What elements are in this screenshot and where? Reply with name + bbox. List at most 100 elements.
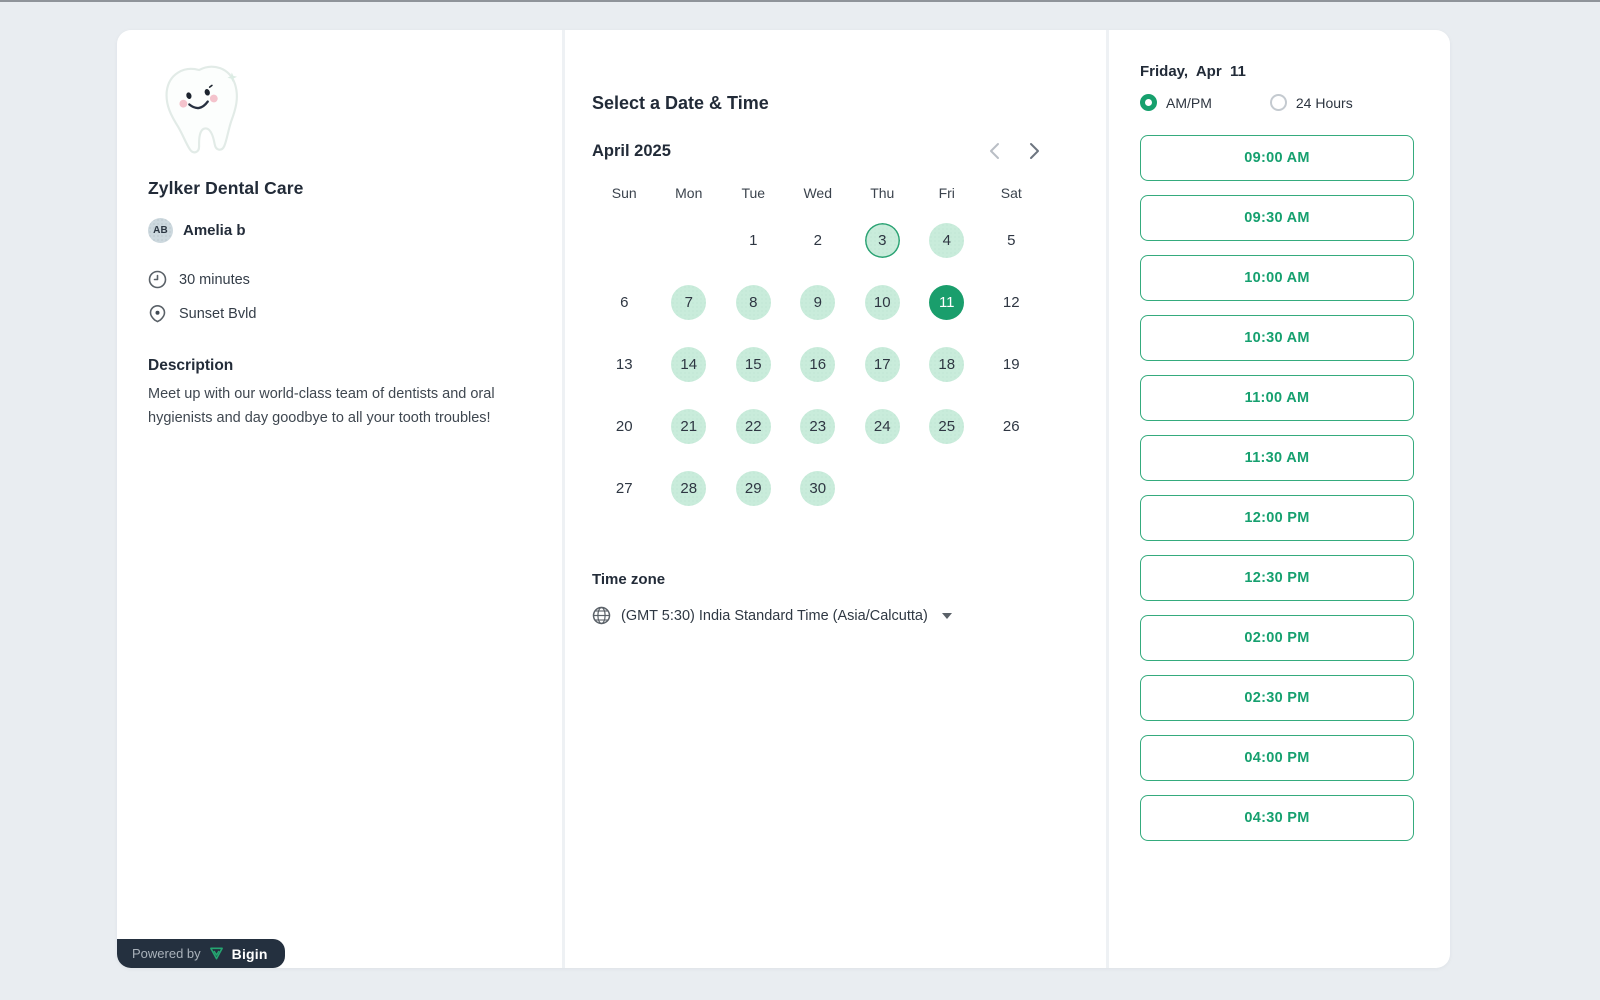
- time-format-label: 24 Hours: [1295, 94, 1353, 111]
- calendar-day-19: 19: [1002, 355, 1020, 373]
- calendar-day-23[interactable]: 23: [800, 408, 836, 444]
- time-slot-button[interactable]: 04:00 PM: [1140, 735, 1414, 781]
- calendar-day-4[interactable]: 4: [929, 222, 965, 258]
- caret-down-icon: [941, 612, 952, 619]
- business-name: Zylker Dental Care: [148, 178, 304, 198]
- description-title: Description: [148, 357, 234, 374]
- time-slot-button[interactable]: 11:00 AM: [1140, 375, 1414, 421]
- calendar-day-12: 12: [1002, 293, 1020, 311]
- time-format-label: AM/PM: [1166, 94, 1212, 111]
- booking-card: Zylker Dental Care AB Amelia b 30 minute…: [117, 30, 1450, 968]
- calendar-day-1: 1: [749, 231, 758, 249]
- time-format-row: AM/PM 24 Hours: [1140, 94, 1418, 111]
- calendar-day-29[interactable]: 29: [735, 470, 771, 506]
- month-label: April 2025: [592, 141, 671, 160]
- calendar-day-2: 2: [813, 231, 822, 249]
- time-slot-button[interactable]: 09:30 AM: [1140, 195, 1414, 241]
- calendar-day-21[interactable]: 21: [671, 408, 707, 444]
- calendar-day-22[interactable]: 22: [735, 408, 771, 444]
- chevron-right-icon: [1029, 143, 1039, 159]
- weekday-label: Wed: [803, 185, 833, 201]
- time-slot-button[interactable]: 10:30 AM: [1140, 315, 1414, 361]
- calendar-empty-cell: [979, 457, 1044, 519]
- time-format-option[interactable]: AM/PM: [1140, 94, 1212, 111]
- weekday-label: Tue: [741, 185, 766, 201]
- description-text: Meet up with our world-class team of den…: [148, 386, 495, 426]
- scheduler-panel: Select a Date & Time April 2025 Sun Mon Tu…: [565, 30, 1106, 968]
- calendar-empty-cell: [850, 457, 915, 519]
- calendar-grid: 1 2 3 4 5 6 7 8 9 10 11 12 13 14 15 16 17 18 19 20 21 22 23 24 2…: [592, 209, 1044, 519]
- time-slot-button[interactable]: 12:30 PM: [1140, 555, 1414, 601]
- time-slot-button[interactable]: 10:00 AM: [1140, 255, 1414, 301]
- bigin-logo-icon: [209, 946, 224, 961]
- calendar-day-10[interactable]: 10: [864, 284, 900, 320]
- calendar-day-14[interactable]: 14: [671, 346, 707, 382]
- calendar-empty-cell: [915, 457, 980, 519]
- weekday-label: Fri: [938, 185, 955, 201]
- calendar-day-7[interactable]: 7: [671, 284, 707, 320]
- host-avatar: AB: [148, 218, 173, 243]
- scheduler-title: Select a Date & Time: [592, 93, 769, 113]
- calendar-day-17[interactable]: 17: [864, 346, 900, 382]
- panel-divider: [1106, 30, 1109, 968]
- time-slot-button[interactable]: 12:00 PM: [1140, 495, 1414, 541]
- calendar-day-24[interactable]: 24: [864, 408, 900, 444]
- selected-date-label: Friday, Apr 11: [1140, 63, 1246, 80]
- weekday-label: Thu: [870, 185, 895, 201]
- time-slot-button[interactable]: 04:30 PM: [1140, 795, 1414, 841]
- calendar-day-28[interactable]: 28: [671, 470, 707, 506]
- calendar-day-26: 26: [1002, 417, 1020, 435]
- weekday-label: Sun: [611, 185, 637, 201]
- location-value: Sunset Bvld: [179, 305, 257, 322]
- calendar-day-15[interactable]: 15: [735, 346, 771, 382]
- calendar-day-3[interactable]: 3: [864, 222, 900, 258]
- window-top-edge: [0, 0, 1600, 2]
- location-pin-icon: [148, 304, 167, 323]
- calendar-day-16[interactable]: 16: [800, 346, 836, 382]
- powered-by-badge[interactable]: Powered by Bigin: [117, 939, 285, 968]
- calendar-day-20: 20: [615, 417, 633, 435]
- calendar-day-25[interactable]: 25: [929, 408, 965, 444]
- weekday-label: Sat: [1000, 185, 1022, 201]
- calendar-day-27: 27: [615, 479, 633, 497]
- calendar-empty-cell: [657, 209, 722, 271]
- time-slot-button[interactable]: 09:00 AM: [1140, 135, 1414, 181]
- time-slot-button[interactable]: 02:30 PM: [1140, 675, 1414, 721]
- calendar-day-30[interactable]: 30: [800, 470, 836, 506]
- timezone-title: Time zone: [592, 571, 666, 588]
- duration-row: 30 minutes: [148, 270, 528, 289]
- panel-divider: [562, 30, 565, 968]
- calendar-day-5: 5: [1007, 231, 1016, 249]
- location-row: Sunset Bvld: [148, 304, 528, 323]
- calendar-day-11[interactable]: 11: [929, 284, 965, 320]
- next-month-button[interactable]: [1024, 141, 1044, 161]
- powered-by-label: Powered by: [132, 946, 201, 961]
- brand-name: Bigin: [231, 945, 268, 962]
- host-row: AB Amelia b: [148, 218, 528, 243]
- time-slot-button[interactable]: 02:00 PM: [1140, 615, 1414, 661]
- prev-month-button[interactable]: [984, 141, 1004, 161]
- clock-icon: [148, 270, 167, 289]
- globe-icon: [592, 606, 611, 625]
- business-panel: Zylker Dental Care AB Amelia b 30 minute…: [117, 30, 562, 968]
- time-slot-list: 09:00 AM 09:30 AM 10:00 AM 10:30 AM 11:00 AM…: [1140, 135, 1418, 841]
- time-format-option[interactable]: 24 Hours: [1269, 94, 1353, 111]
- host-name: Amelia b: [183, 222, 246, 239]
- chevron-left-icon: [989, 143, 999, 159]
- calendar-day-18[interactable]: 18: [929, 346, 965, 382]
- time-slot-button[interactable]: 11:30 AM: [1140, 435, 1414, 481]
- timezone-selector[interactable]: (GMT 5:30) India Standard Time (Asia/Cal…: [592, 606, 1106, 625]
- calendar-empty-cell: [592, 209, 657, 271]
- calendar-day-9[interactable]: 9: [800, 284, 836, 320]
- calendar-day-13: 13: [615, 355, 633, 373]
- radio-icon[interactable]: [1269, 94, 1287, 111]
- duration-value: 30 minutes: [179, 271, 250, 288]
- weekday-label: Mon: [675, 185, 703, 201]
- calendar-day-8[interactable]: 8: [735, 284, 771, 320]
- tooth-logo: [148, 60, 258, 156]
- timezone-value: (GMT 5:30) India Standard Time (Asia/Cal…: [621, 607, 928, 624]
- slots-panel: Friday, Apr 11 AM/PM 24 Hours 09:00 AM 09:…: [1109, 30, 1450, 968]
- radio-icon[interactable]: [1140, 94, 1157, 111]
- month-header: April 2025: [592, 141, 1044, 161]
- calendar-day-6: 6: [620, 293, 629, 311]
